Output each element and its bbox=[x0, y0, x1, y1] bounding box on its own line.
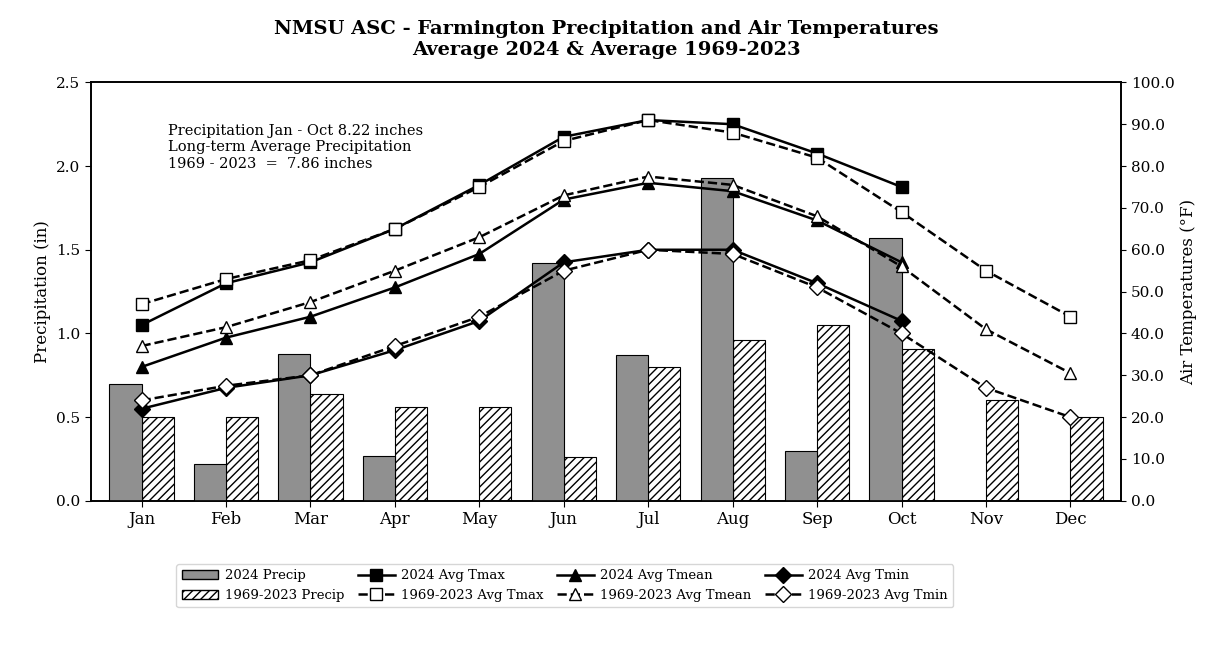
Text: NMSU ASC - Farmington Precipitation and Air Temperatures
Average 2024 & Average : NMSU ASC - Farmington Precipitation and … bbox=[274, 20, 938, 59]
Bar bbox=[142, 417, 173, 501]
Bar bbox=[479, 407, 511, 501]
Legend: 2024 Precip, 1969-2023 Precip, 2024 Avg Tmax, 1969-2023 Avg Tmax, 2024 Avg Tmean: 2024 Precip, 1969-2023 Precip, 2024 Avg … bbox=[176, 564, 954, 607]
Bar bbox=[701, 178, 733, 501]
Bar bbox=[225, 417, 258, 501]
Bar bbox=[733, 340, 765, 501]
Bar bbox=[869, 238, 902, 501]
Bar bbox=[532, 263, 564, 501]
Text: Precipitation Jan - Oct 8.22 inches
Long-term Average Precipitation
1969 - 2023 : Precipitation Jan - Oct 8.22 inches Long… bbox=[168, 124, 423, 171]
Bar bbox=[616, 355, 648, 501]
Y-axis label: Precipitation (in): Precipitation (in) bbox=[34, 220, 51, 363]
Bar bbox=[109, 384, 142, 501]
Bar bbox=[395, 407, 427, 501]
Bar bbox=[564, 457, 596, 501]
Bar bbox=[310, 393, 343, 501]
Bar bbox=[817, 325, 850, 501]
Bar bbox=[362, 455, 395, 501]
Bar bbox=[1070, 417, 1103, 501]
Bar bbox=[194, 464, 225, 501]
Bar bbox=[902, 349, 933, 501]
Bar bbox=[648, 367, 680, 501]
Bar bbox=[987, 401, 1018, 501]
Bar bbox=[279, 353, 310, 501]
Y-axis label: Air Temperatures (°F): Air Temperatures (°F) bbox=[1180, 198, 1197, 385]
Bar bbox=[785, 451, 817, 501]
